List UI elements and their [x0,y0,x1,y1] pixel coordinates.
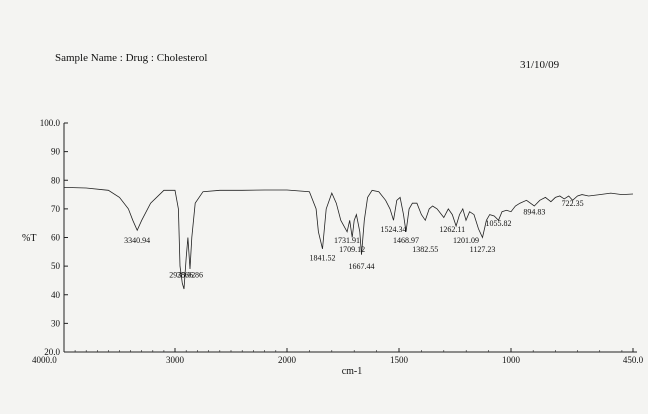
x-tick-label: 450.0 [623,355,644,365]
y-tick-label: 70 [51,204,61,214]
x-tick-label: 3000 [166,355,185,365]
peak-label: 1841.52 [309,253,335,262]
y-tick-label: 40 [51,290,61,300]
peak-label: 1709.12 [339,245,365,254]
peak-label: 722.35 [562,199,584,208]
y-axis-label: %T [22,233,36,244]
peak-label: 2866.86 [177,271,203,280]
x-tick-label: 1000 [502,355,521,365]
y-tick-label: 100.0 [40,118,61,128]
y-tick-label: 20.0 [44,347,60,357]
y-tick-label: 90 [51,147,61,157]
peak-label: 1667.44 [348,262,374,271]
peak-label: 1201.09 [453,236,479,245]
y-tick-label: 80 [51,175,61,185]
x-tick-label: 4000.0 [32,355,57,365]
peak-label: 1262.11 [439,225,465,234]
sample-name-label: Sample Name : Drug : Cholesterol [55,52,208,64]
peak-label: 1524.34 [381,225,407,234]
date-label: 31/10/09 [520,59,560,71]
y-tick-label: 60 [51,233,61,243]
y-tick-label: 50 [51,261,61,271]
peak-label: 2935.02 [169,271,195,280]
peak-label: 1731.91 [334,236,360,245]
peak-label: 1127.23 [470,245,496,254]
spectrum-line [63,187,634,290]
peak-label: 3340.94 [124,236,150,245]
x-axis-label: cm-1 [342,366,363,377]
peak-label: 1468.97 [393,236,419,245]
peak-label: 1382.55 [412,245,438,254]
x-tick-label: 1500 [390,355,409,365]
x-tick-label: 2000 [278,355,297,365]
peak-label: 1055.82 [485,219,511,228]
y-tick-label: 30 [51,318,61,328]
peak-label: 894.83 [523,208,545,217]
